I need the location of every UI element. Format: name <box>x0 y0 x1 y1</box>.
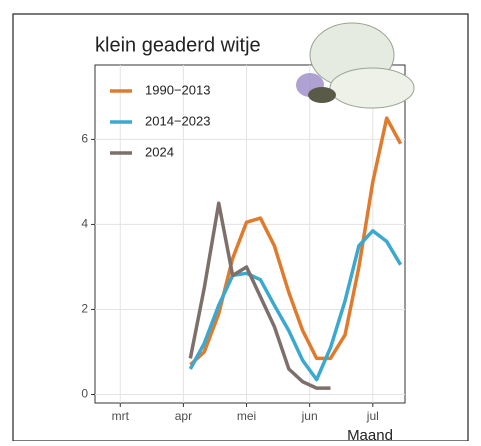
x-tick-label: jul <box>366 409 379 423</box>
x-tick-label: apr <box>175 409 192 423</box>
x-axis-label: Maand <box>347 427 393 441</box>
chart-title: klein geaderd witje <box>95 34 261 56</box>
x-tick-label: mei <box>237 409 256 423</box>
legend-label: 2014−2023 <box>145 113 210 128</box>
y-tick-label: 4 <box>81 217 88 231</box>
y-tick-label: 6 <box>81 132 88 146</box>
y-tick-label: 2 <box>81 302 88 316</box>
legend-label: 2024 <box>145 144 174 159</box>
plot-panel <box>94 64 406 404</box>
x-tick-label: jun <box>301 409 318 423</box>
series-line <box>189 116 403 367</box>
legend-label: 1990−2013 <box>145 82 210 97</box>
x-tick-label: mrt <box>112 409 130 423</box>
series-line <box>188 201 331 390</box>
series-line <box>188 229 403 382</box>
y-tick-label: 0 <box>81 387 88 401</box>
butterfly-image <box>296 22 415 109</box>
